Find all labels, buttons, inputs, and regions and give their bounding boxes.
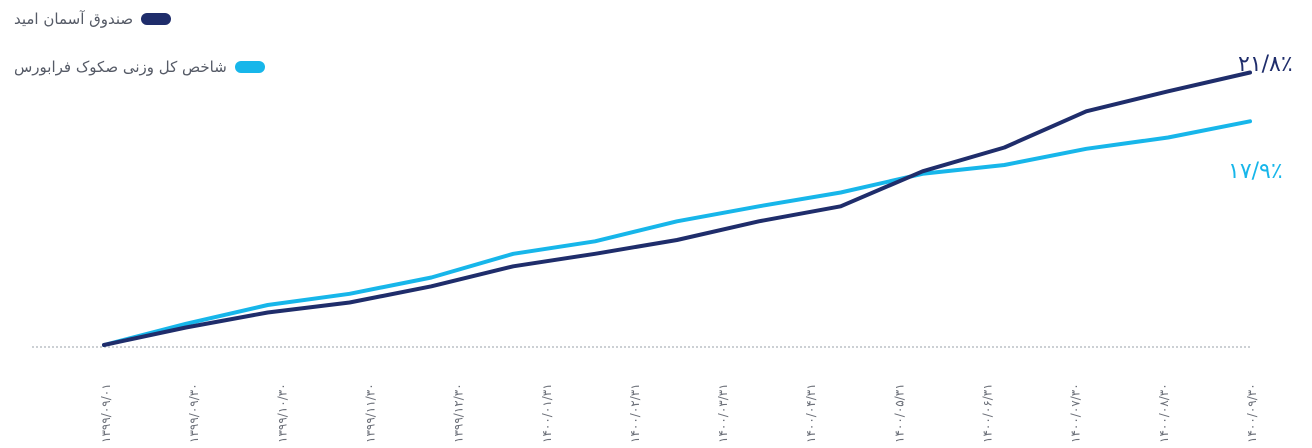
legend-item-fund: صندوق آسمان امید <box>14 10 172 28</box>
x-tick-label: ۱۳۹۹/۰۹/۳۰ <box>187 383 201 443</box>
x-tick-label: ۱۴۰۰/۰۶/۳۱ <box>981 383 995 443</box>
x-tick-label: ۱۴۰۰/۰۱/۳۱ <box>540 383 554 443</box>
legend-swatch-fund <box>141 13 172 25</box>
x-tick-label: ۱۳۹۹/۱۲/۳۰ <box>452 383 466 443</box>
x-tick-label: ۱۴۰۰/۰۲/۳۱ <box>628 383 642 443</box>
x-tick-label: ۱۳۹۹/۰۹/۰۱ <box>99 383 113 443</box>
fund-end-label: ۲۱/۸٪ <box>1238 52 1293 77</box>
x-tick-label: ۱۴۰۰/۰۸/۳۰ <box>1157 383 1171 443</box>
x-tick-label: ۱۴۰۰/۰۹/۳۰ <box>1245 383 1259 443</box>
x-tick-label: ۱۳۹۹/۱۱/۳۰ <box>363 383 377 443</box>
legend-label-index: شاخص کل وزنی صکوک فرابورس <box>14 58 227 76</box>
legend-label-fund: صندوق آسمان امید <box>14 10 134 28</box>
x-tick-label: ۱۳۹۹/۱۰/۳۰ <box>275 383 289 443</box>
x-tick-label: ۱۴۰۰/۰۳/۳۱ <box>716 383 730 443</box>
fund-series-line <box>102 70 1252 347</box>
x-tick-label: ۱۴۰۰/۰۷/۳۰ <box>1069 383 1083 443</box>
legend-item-index: شاخص کل وزنی صکوک فرابورس <box>14 58 265 76</box>
legend-swatch-index <box>234 61 265 73</box>
index-end-label: ۱۷/۹٪ <box>1228 159 1283 184</box>
x-tick-label: ۱۴۰۰/۰۵/۳۱ <box>892 383 906 443</box>
index-series-line <box>102 119 1252 347</box>
x-tick-label: ۱۴۰۰/۰۴/۳۱ <box>804 383 818 443</box>
